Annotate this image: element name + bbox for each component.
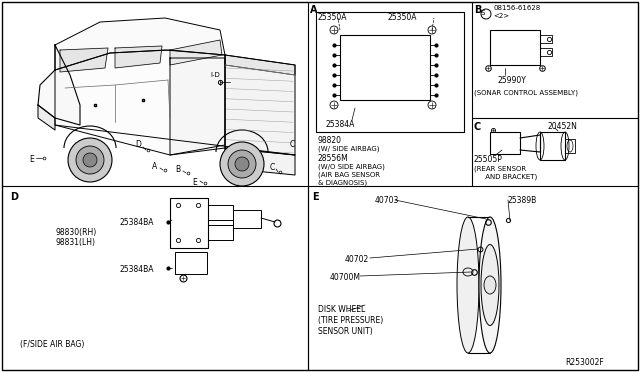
Text: 25350A: 25350A [318,13,348,22]
Ellipse shape [481,244,499,326]
Bar [208,225,233,240]
Circle shape [83,153,97,167]
Bar [540,48,552,56]
Text: C: C [289,140,294,149]
Text: 40703: 40703 [375,196,399,205]
Text: DISK WHEEL: DISK WHEEL [318,305,365,314]
Circle shape [76,146,104,174]
Polygon shape [115,46,162,68]
Ellipse shape [479,217,501,353]
Polygon shape [170,40,222,65]
Text: <2>: <2> [493,13,509,19]
Text: D: D [10,192,18,202]
Polygon shape [170,58,225,155]
Polygon shape [60,48,108,72]
Text: (W/O SIDE AIRBAG): (W/O SIDE AIRBAG) [318,163,385,170]
Bar [316,12,464,132]
Polygon shape [225,55,295,155]
Text: A: A [152,162,157,171]
Bar [170,198,208,248]
Text: C: C [269,163,275,172]
Bar [233,210,261,228]
Text: (AIR BAG SENSOR: (AIR BAG SENSOR [318,172,380,179]
Circle shape [68,138,112,182]
Text: (REAR SENSOR: (REAR SENSOR [474,166,526,173]
Text: 28556M: 28556M [318,154,349,163]
Text: I-D: I-D [210,72,220,78]
Text: S: S [481,10,485,16]
Circle shape [228,150,256,178]
Text: E: E [29,155,35,164]
Text: & DIAGNOSIS): & DIAGNOSIS) [318,180,367,186]
Bar [175,252,207,274]
Text: D: D [135,140,141,149]
Text: B: B [474,5,481,15]
Bar [208,205,233,220]
Text: (SONAR CONTROL ASSEMBLY): (SONAR CONTROL ASSEMBLY) [474,90,578,96]
Text: (F/SIDE AIR BAG): (F/SIDE AIR BAG) [20,340,84,349]
Text: 25389B: 25389B [508,196,537,205]
Circle shape [235,157,249,171]
Text: 98830(RH): 98830(RH) [55,228,96,237]
Text: E: E [193,178,197,187]
Text: C: C [474,122,481,132]
Text: (W/ SIDE AIRBAG): (W/ SIDE AIRBAG) [318,145,380,151]
Text: 25350A: 25350A [388,13,417,22]
Bar [490,132,520,154]
Text: (TIRE PRESSURE): (TIRE PRESSURE) [318,316,383,325]
Text: 98820: 98820 [318,136,342,145]
Text: 98831(LH): 98831(LH) [55,238,95,247]
Bar [490,30,540,65]
Bar [340,35,430,100]
Text: 25505P: 25505P [474,155,503,164]
Text: 40700M: 40700M [330,273,361,282]
Bar [565,139,575,153]
Ellipse shape [484,276,496,294]
Text: 25384A: 25384A [325,120,355,129]
Polygon shape [225,55,295,75]
Text: 25384BA: 25384BA [120,218,154,227]
Polygon shape [225,148,295,175]
Polygon shape [55,18,225,70]
Text: 25990Y: 25990Y [498,76,527,85]
Bar [540,35,552,43]
Ellipse shape [457,217,479,353]
Bar [540,132,565,160]
Text: A: A [310,5,317,15]
Text: R253002F: R253002F [565,358,604,367]
Text: 08156-61628: 08156-61628 [493,5,540,11]
Circle shape [220,142,264,186]
Polygon shape [38,105,55,130]
Text: AND BRACKET): AND BRACKET) [474,174,537,180]
Text: 20452N: 20452N [548,122,578,131]
Polygon shape [55,50,225,155]
Text: B: B [175,165,180,174]
Text: SENSOR UNIT): SENSOR UNIT) [318,327,372,336]
Polygon shape [38,45,80,125]
Text: 25384BA: 25384BA [120,265,154,274]
Text: E: E [312,192,319,202]
Text: 40702: 40702 [345,255,369,264]
